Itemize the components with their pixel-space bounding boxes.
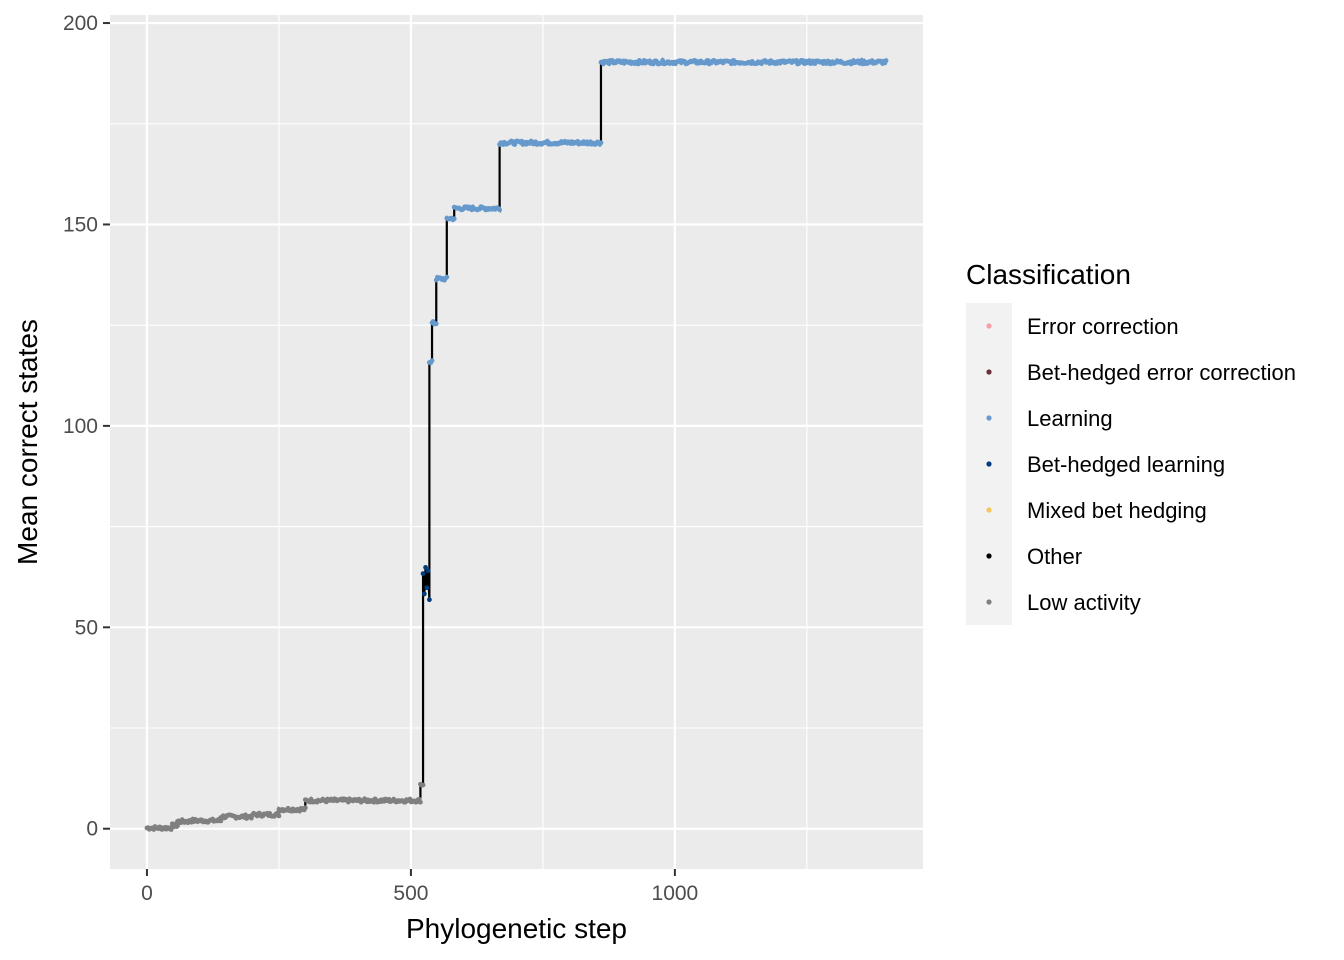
legend-label: Mixed bet hedging <box>1027 498 1207 523</box>
data-point <box>444 274 450 280</box>
legend-entry: Other <box>986 544 1082 569</box>
legend-entry: Low activity <box>986 590 1141 615</box>
data-point <box>426 597 432 603</box>
data-point <box>420 571 426 577</box>
data-point <box>433 321 439 327</box>
data-point <box>276 813 282 819</box>
data-point <box>418 799 423 805</box>
y-tick-label: 200 <box>63 12 98 35</box>
legend-label: Other <box>1027 544 1082 569</box>
minor-gridlines <box>110 15 923 869</box>
legend-entry: Bet-hedged learning <box>986 452 1225 477</box>
data-points <box>144 57 889 832</box>
legend-key-dot <box>986 599 992 605</box>
data-point <box>302 805 308 811</box>
data-point <box>883 58 889 63</box>
x-axis-title: Phylogenetic step <box>406 913 627 944</box>
x-tick-label: 1000 <box>652 882 699 905</box>
y-tick-label: 100 <box>63 415 98 438</box>
plot-panel <box>110 15 923 869</box>
legend-key-dot <box>986 553 992 559</box>
major-gridlines <box>110 15 923 869</box>
data-point <box>424 585 430 591</box>
legend-label: Low activity <box>1027 590 1141 615</box>
data-point <box>451 216 457 222</box>
legend-key-dot <box>986 369 992 375</box>
x-tick-label: 0 <box>141 882 153 905</box>
legend-key-dot <box>986 461 992 467</box>
legend-label: Learning <box>1027 406 1113 431</box>
data-point <box>425 568 431 574</box>
data-point <box>423 565 428 570</box>
data-point <box>421 591 427 597</box>
axis-ticks <box>103 22 676 876</box>
data-point <box>497 207 503 213</box>
legend-entry: Mixed bet hedging <box>986 498 1207 523</box>
legend-label: Error correction <box>1027 314 1179 339</box>
legend-key-dot <box>986 415 992 421</box>
tick-labels: 0 500 1000 0 50 100 150 200 <box>63 12 698 905</box>
data-point <box>175 823 180 829</box>
x-tick-label: 500 <box>393 882 428 905</box>
legend: Classification Error correction Bet-hedge… <box>966 259 1296 625</box>
y-axis-title: Mean correct states <box>12 319 43 565</box>
legend-title: Classification <box>966 259 1131 290</box>
legend-label: Bet-hedged learning <box>1027 452 1225 477</box>
legend-entry: Error correction <box>986 314 1179 339</box>
legend-entry: Learning <box>986 406 1113 431</box>
legend-label: Bet-hedged error correction <box>1027 360 1296 385</box>
data-point <box>420 782 426 788</box>
y-tick-label: 0 <box>86 818 98 841</box>
legend-key-dot <box>986 507 992 513</box>
y-tick-label: 150 <box>63 213 98 236</box>
legend-entry: Bet-hedged error correction <box>986 360 1296 385</box>
data-point <box>429 358 435 364</box>
data-point <box>598 140 604 146</box>
legend-key-dot <box>986 323 992 329</box>
y-tick-label: 50 <box>75 616 98 639</box>
